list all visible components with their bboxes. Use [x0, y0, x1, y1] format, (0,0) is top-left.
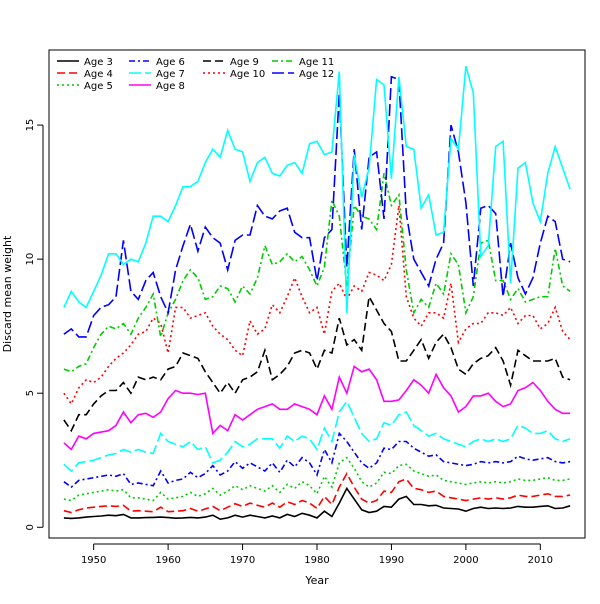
legend-label: Age 5 — [84, 81, 113, 92]
x-tick-label: 2000 — [453, 555, 478, 566]
series-line-2 — [63, 471, 571, 514]
legend-label: Age 9 — [230, 57, 259, 68]
legend-label: Age 11 — [299, 57, 334, 68]
legend-label: Age 4 — [84, 69, 113, 80]
legend-label: Age 8 — [156, 81, 185, 92]
y-axis: 0 5 10 15 — [25, 119, 44, 530]
series-line-11 — [63, 65, 571, 313]
legend-label: Age 6 — [156, 57, 185, 68]
legend-label: Age 12 — [299, 69, 334, 80]
series-line-5 — [63, 399, 571, 473]
x-axis: 1950 1960 1970 1980 1990 2000 2010 — [81, 543, 553, 566]
plot-area — [63, 65, 571, 521]
y-axis-label: Discard mean weight — [1, 235, 14, 352]
series-line-1 — [63, 486, 571, 521]
y-tick-label: 10 — [25, 253, 36, 266]
series-line-3 — [63, 456, 571, 502]
x-tick-label: 2010 — [528, 555, 553, 566]
series-line-10 — [63, 75, 571, 338]
y-tick-label: 0 — [25, 524, 36, 530]
x-tick-label: 1960 — [155, 555, 180, 566]
series-line-7 — [63, 294, 571, 433]
x-tick-label: 1990 — [379, 555, 404, 566]
legend-label: Age 3 — [84, 57, 113, 68]
x-tick-label: 1980 — [304, 555, 329, 566]
series-line-9 — [63, 173, 571, 373]
legend-label: Age 10 — [230, 69, 265, 80]
y-tick-label: 15 — [25, 119, 36, 132]
legend-label: Age 7 — [156, 69, 185, 80]
series-line-6 — [63, 365, 571, 451]
series-line-8 — [63, 205, 571, 406]
x-axis-label: Year — [304, 574, 329, 587]
series-line-4 — [63, 431, 571, 489]
x-tick-label: 1950 — [81, 555, 106, 566]
y-tick-label: 5 — [25, 390, 36, 396]
plot-frame — [48, 49, 586, 539]
x-tick-label: 1970 — [230, 555, 255, 566]
